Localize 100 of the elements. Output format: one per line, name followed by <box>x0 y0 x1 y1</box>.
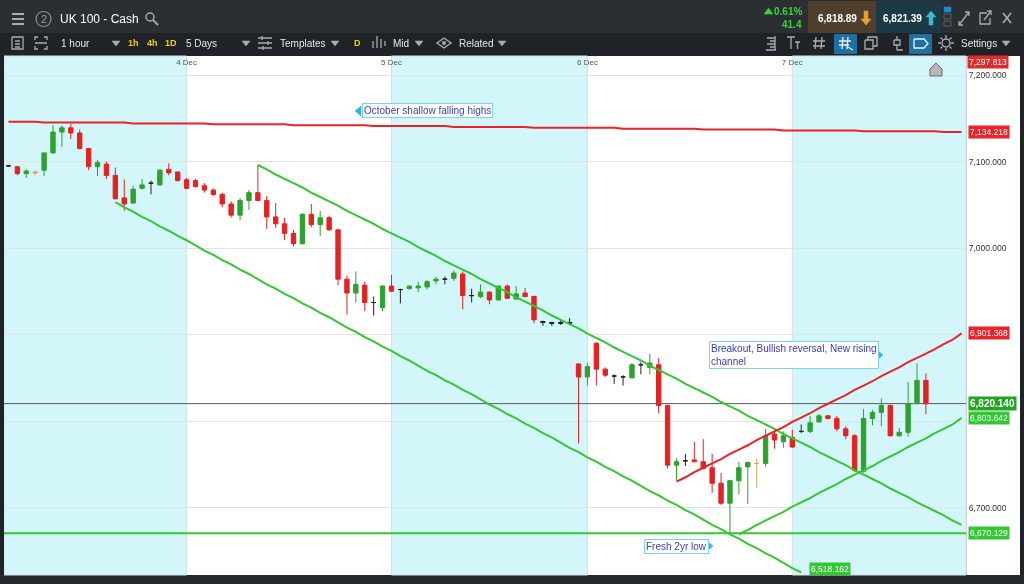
candlestick <box>522 287 528 298</box>
candlestick <box>558 319 564 326</box>
candlestick <box>175 171 181 182</box>
candlestick <box>32 169 38 176</box>
candlestick <box>201 182 208 194</box>
candlestick <box>379 284 386 312</box>
chart-title: UK 100 - Cash <box>60 12 139 27</box>
candlestick <box>237 197 243 221</box>
candlestick <box>335 228 341 286</box>
candlestick <box>264 195 270 230</box>
candlestick <box>807 415 813 434</box>
text: Templates <box>280 38 326 49</box>
text: 1 hour <box>61 38 91 49</box>
candlestick <box>673 457 680 482</box>
candlestick <box>112 167 119 201</box>
candlestick <box>424 279 430 291</box>
text: 6,818.89 <box>818 13 858 24</box>
candlestick <box>762 428 769 468</box>
candlestick <box>869 409 876 426</box>
candlestick <box>353 270 359 304</box>
candlestick <box>121 179 127 212</box>
text: Mid <box>393 38 410 49</box>
text: 7,297.813 <box>969 57 1008 67</box>
candlestick <box>388 274 395 293</box>
candlestick <box>272 202 279 229</box>
candlestick <box>148 180 154 195</box>
candlestick <box>851 433 858 473</box>
candlestick <box>923 372 929 415</box>
candlestick <box>362 281 368 312</box>
candlestick <box>486 290 493 305</box>
candlestick <box>638 361 644 375</box>
text: 41.4 <box>782 19 802 30</box>
candlestick <box>406 284 412 291</box>
candlestick <box>584 362 591 387</box>
candlestick <box>370 295 377 316</box>
candlestick <box>593 341 600 387</box>
text: 6,901.368 <box>970 328 1009 338</box>
candlestick <box>834 415 840 432</box>
y-tick-label: 7,200.000 <box>968 70 1007 80</box>
candlestick <box>664 404 671 470</box>
candlestick <box>94 159 101 177</box>
candlestick <box>700 438 706 470</box>
y-tick-label: 6,700.000 <box>968 502 1007 513</box>
candlestick <box>878 398 885 427</box>
candlestick <box>451 270 457 282</box>
candlestick <box>540 320 546 327</box>
candlestick <box>736 461 742 496</box>
candlestick <box>50 124 56 155</box>
candlestick <box>531 295 537 324</box>
x-tick-label: 5 Dec <box>381 57 402 67</box>
candlestick <box>246 189 252 211</box>
candlestick <box>139 178 145 190</box>
candlestick <box>281 217 288 241</box>
candlestick <box>825 414 831 420</box>
candlestick <box>290 229 297 247</box>
candlestick <box>228 200 234 219</box>
text: 6,821.39 <box>883 13 923 24</box>
candlestick <box>745 461 751 505</box>
y-tick-label: 7,000.000 <box>968 243 1007 254</box>
candlestick <box>130 185 136 205</box>
candlestick <box>59 124 65 148</box>
x-tick-label: 4 Dec <box>176 57 198 67</box>
x-tick-label: 7 Dec <box>781 57 803 67</box>
candlestick <box>896 427 902 438</box>
text: Related <box>459 38 494 49</box>
text: D <box>354 38 361 48</box>
candlestick <box>442 276 448 285</box>
text: 6,803.642 <box>970 413 1009 423</box>
candlestick <box>326 215 332 232</box>
annotation: October shallow falling highs <box>364 105 492 116</box>
candlestick <box>460 270 466 310</box>
candlestick <box>780 430 787 449</box>
annotation: Fresh 2yr low <box>646 541 707 552</box>
text: 0.61% <box>774 6 803 17</box>
candlestick <box>798 423 804 434</box>
text: 7,134.218 <box>970 127 1009 137</box>
candlestick <box>41 152 47 177</box>
candlestick <box>397 288 404 304</box>
candlestick <box>308 203 314 228</box>
candlestick <box>210 187 217 197</box>
candlestick <box>317 210 323 237</box>
candlestick <box>468 288 475 304</box>
candlestick <box>629 362 635 380</box>
candlestick <box>816 413 822 424</box>
candlestick <box>255 164 261 202</box>
candlestick <box>344 275 350 316</box>
text: 1h <box>128 38 139 48</box>
candlestick <box>914 362 920 406</box>
candlestick <box>620 374 626 387</box>
candlestick <box>887 404 893 438</box>
candlestick <box>157 168 163 187</box>
candlestick <box>602 366 608 378</box>
candlestick <box>549 321 555 327</box>
text: 5 Days <box>186 38 218 49</box>
candlestick <box>415 281 421 293</box>
candlestick <box>299 212 306 246</box>
annotation: Breakout, Bullish reversal, New rising channel <box>711 343 877 367</box>
candlestick <box>103 161 110 180</box>
text: Settings <box>961 38 998 49</box>
x-tick-label: 6 Dec <box>576 57 598 67</box>
